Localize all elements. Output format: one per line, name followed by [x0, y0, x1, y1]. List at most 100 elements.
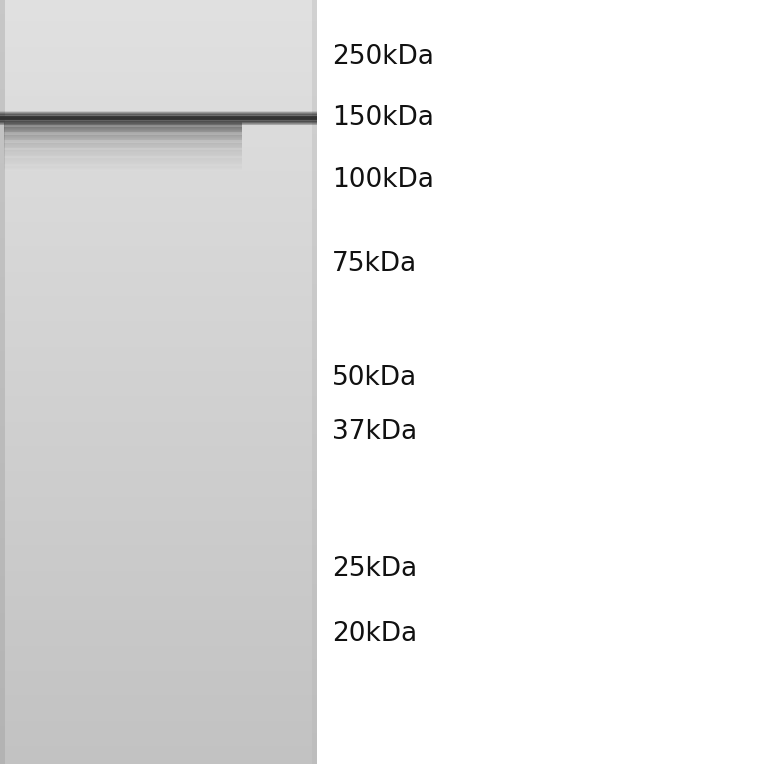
- Bar: [0, 91, 317, 93]
- Bar: [312, 676, 317, 678]
- Bar: [312, 644, 317, 646]
- Bar: [312, 102, 317, 104]
- Bar: [312, 609, 317, 611]
- Bar: [0, 606, 317, 608]
- Bar: [0, 293, 5, 295]
- Bar: [0, 691, 5, 694]
- Bar: [0, 99, 317, 101]
- Bar: [0, 140, 317, 142]
- Bar: [0, 497, 5, 500]
- Bar: [312, 542, 317, 544]
- Bar: [0, 470, 317, 472]
- Bar: [0, 633, 5, 636]
- Bar: [0, 560, 317, 562]
- Bar: [0, 589, 317, 591]
- Bar: [312, 349, 317, 351]
- Bar: [0, 99, 5, 101]
- Bar: [312, 112, 317, 115]
- Bar: [312, 129, 317, 131]
- Bar: [312, 158, 317, 160]
- Bar: [0, 494, 317, 497]
- Bar: [0, 623, 317, 625]
- Bar: [0, 531, 317, 533]
- Bar: [0, 665, 5, 668]
- Bar: [312, 615, 317, 617]
- Bar: [312, 552, 317, 555]
- Bar: [0, 650, 317, 652]
- Bar: [0, 403, 5, 405]
- Bar: [0, 613, 317, 616]
- Bar: [0, 682, 5, 685]
- Bar: [0, 138, 317, 141]
- Bar: [0, 529, 317, 532]
- Bar: [0, 121, 317, 124]
- Bar: [0, 319, 5, 321]
- Bar: [0, 357, 5, 359]
- Bar: [312, 681, 317, 683]
- Bar: [0, 387, 317, 390]
- Bar: [0, 157, 317, 159]
- Bar: [312, 118, 317, 121]
- Bar: [312, 426, 317, 428]
- Bar: [312, 233, 317, 235]
- Bar: [0, 96, 317, 98]
- Bar: [0, 635, 317, 637]
- Bar: [312, 722, 317, 724]
- Bar: [0, 290, 317, 292]
- Bar: [312, 21, 317, 23]
- Bar: [0, 265, 5, 267]
- Bar: [312, 493, 317, 495]
- Bar: [0, 716, 5, 718]
- Bar: [312, 386, 317, 388]
- Bar: [0, 612, 5, 614]
- Bar: [0, 274, 5, 277]
- Bar: [0, 597, 317, 599]
- Bar: [312, 206, 317, 208]
- Bar: [0, 656, 317, 659]
- Bar: [0, 722, 5, 724]
- Bar: [4, 148, 241, 151]
- Bar: [312, 363, 317, 365]
- Bar: [0, 74, 317, 76]
- Bar: [0, 748, 5, 750]
- Bar: [0, 349, 317, 351]
- Bar: [0, 503, 317, 506]
- Bar: [4, 145, 241, 148]
- Bar: [0, 160, 5, 162]
- Bar: [0, 316, 5, 318]
- Bar: [0, 467, 5, 469]
- Bar: [0, 730, 317, 732]
- Bar: [312, 740, 317, 743]
- Bar: [0, 303, 5, 306]
- Bar: [0, 204, 5, 206]
- Bar: [0, 418, 317, 420]
- Bar: [4, 125, 241, 128]
- Bar: [0, 672, 317, 674]
- Bar: [0, 739, 5, 741]
- Bar: [0, 620, 5, 622]
- Bar: [312, 447, 317, 449]
- Bar: [0, 1, 5, 3]
- Bar: [0, 163, 5, 165]
- Bar: [0, 426, 317, 428]
- Bar: [312, 68, 317, 70]
- Bar: [0, 448, 5, 451]
- Bar: [0, 606, 5, 608]
- Bar: [312, 236, 317, 238]
- Bar: [312, 279, 317, 281]
- Bar: [312, 737, 317, 740]
- Bar: [0, 643, 317, 645]
- Bar: [0, 751, 317, 753]
- Text: 50kDa: 50kDa: [332, 365, 417, 391]
- Bar: [312, 745, 317, 747]
- Bar: [0, 2, 317, 5]
- Bar: [0, 80, 317, 83]
- Bar: [0, 717, 5, 720]
- Bar: [0, 364, 5, 367]
- Bar: [0, 621, 317, 623]
- Bar: [0, 505, 5, 507]
- Bar: [0, 623, 5, 625]
- Bar: [312, 487, 317, 489]
- Bar: [312, 96, 317, 98]
- Bar: [0, 322, 317, 324]
